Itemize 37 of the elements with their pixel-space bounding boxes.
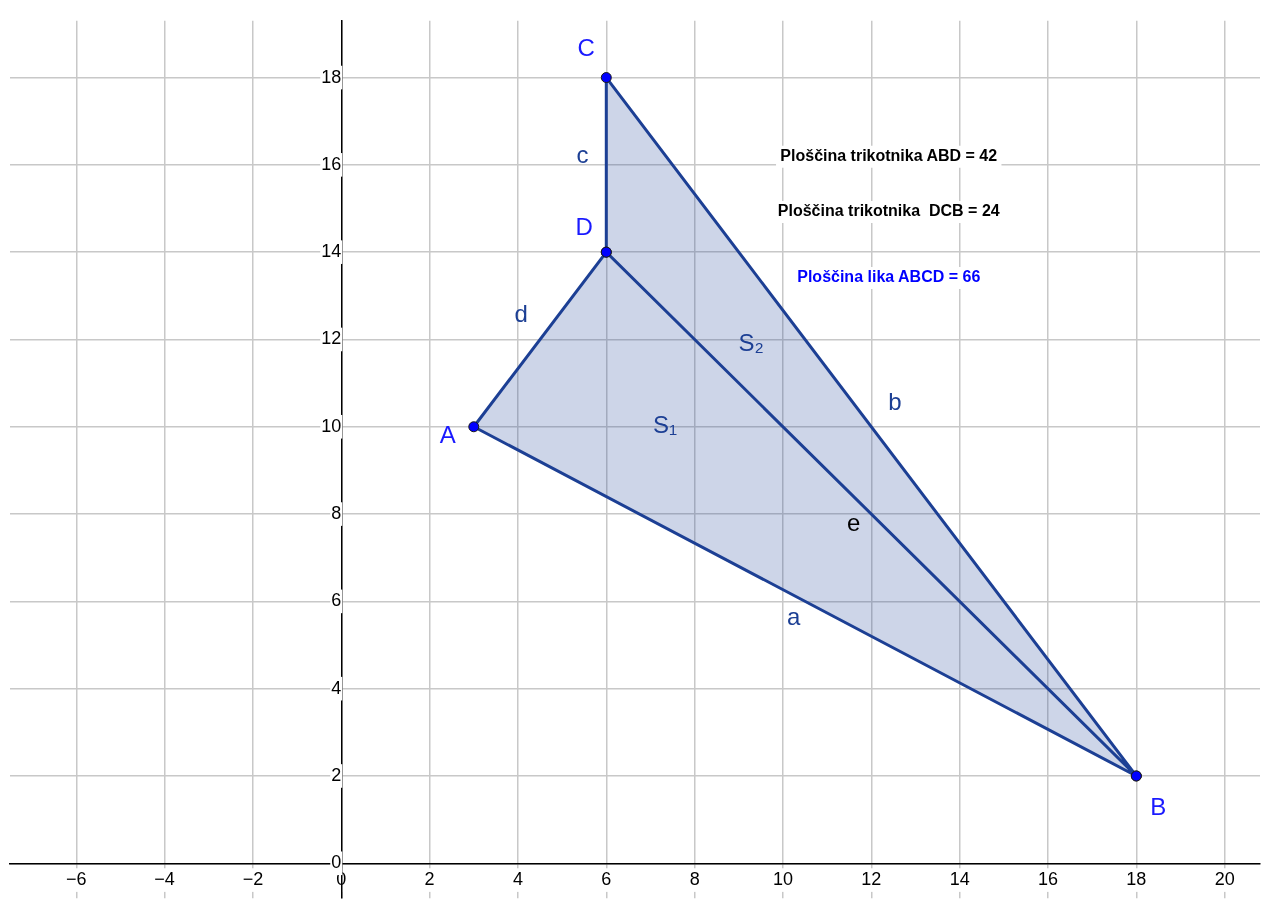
- annotation: Ploščina trikotnika ABD = 42: [780, 147, 998, 165]
- x-tick-label: −6: [65, 869, 87, 890]
- y-tick-label: 12: [321, 328, 342, 349]
- y-tick-label: 18: [321, 66, 342, 87]
- x-tick-label: 14: [949, 869, 970, 890]
- y-tick-label: 2: [331, 764, 342, 785]
- x-tick-label: 8: [689, 869, 700, 890]
- annotation: c: [576, 141, 589, 169]
- x-tick-label: 10: [772, 869, 793, 890]
- x-tick-label: 16: [1037, 869, 1058, 890]
- annotation: b: [888, 387, 902, 415]
- y-tick-label: 0: [331, 852, 342, 873]
- annotation: a: [787, 602, 802, 630]
- y-tick-label: 4: [331, 677, 342, 698]
- x-tick-label: 12: [861, 869, 882, 890]
- y-tick-label: 8: [331, 503, 342, 524]
- y-tick-label: 6: [331, 590, 342, 611]
- annotation: S₁: [652, 410, 678, 438]
- annotation: d: [514, 300, 528, 328]
- annotation: A: [439, 421, 456, 449]
- x-tick-label: 2: [424, 869, 435, 890]
- y-tick-label: 10: [321, 415, 342, 436]
- annotation: B: [1150, 792, 1167, 820]
- x-tick-label: 20: [1214, 869, 1235, 890]
- annotation: e: [847, 509, 861, 537]
- annotation: S₂: [738, 329, 764, 357]
- annotation: Ploščina trikotnika DCB = 24: [777, 202, 1000, 220]
- x-tick-label: 6: [601, 869, 612, 890]
- annotation: Ploščina lika ABCD = 66: [797, 268, 981, 286]
- y-tick-label: 16: [321, 153, 342, 174]
- x-tick-label: −4: [154, 869, 175, 890]
- x-tick-label: 4: [512, 869, 523, 890]
- annotation: C: [577, 34, 595, 62]
- annotation: D: [575, 212, 593, 240]
- y-tick-label: 14: [321, 241, 342, 262]
- x-tick-label: 18: [1126, 869, 1147, 890]
- x-tick-label: −2: [242, 869, 264, 890]
